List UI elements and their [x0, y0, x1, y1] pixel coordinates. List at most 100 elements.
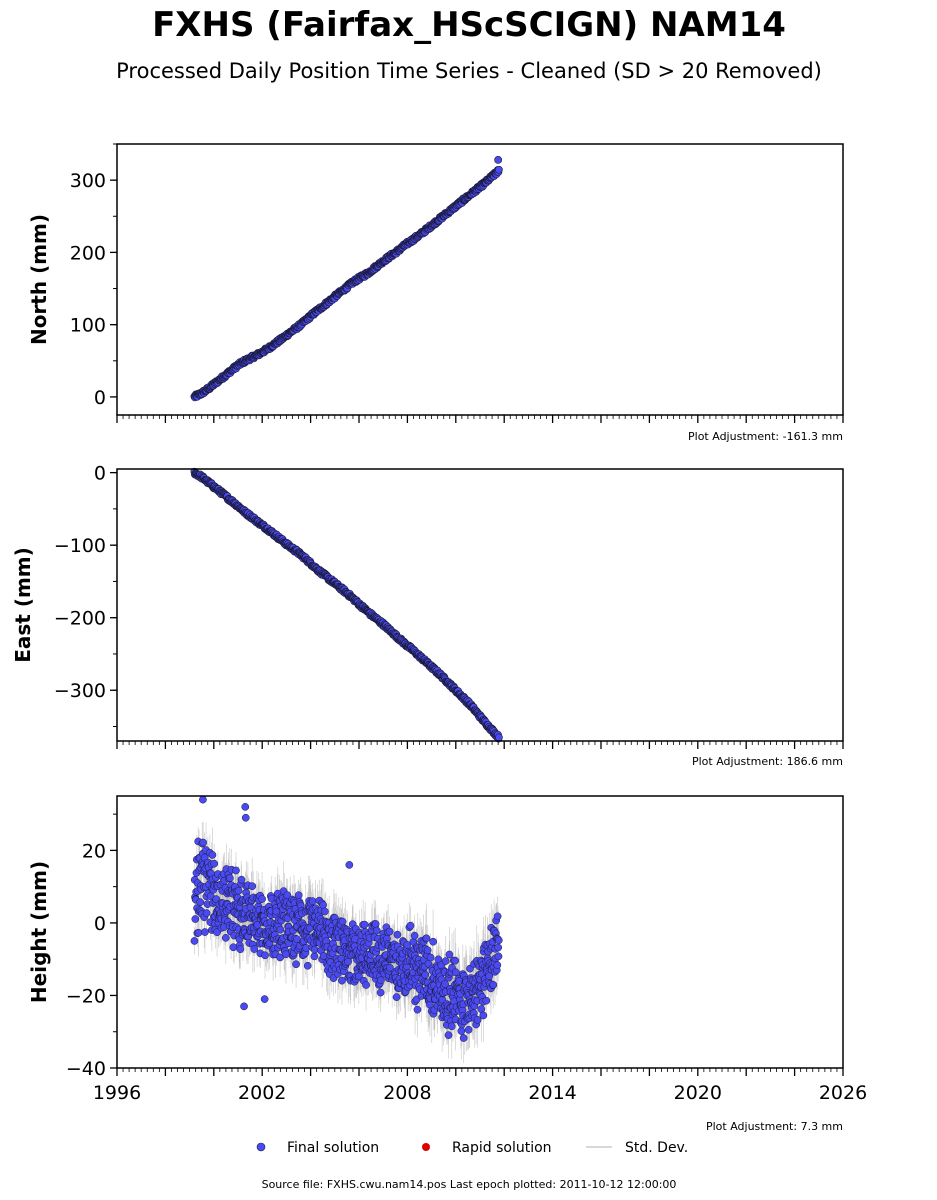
final-solution-point	[426, 953, 435, 962]
final-solution-point	[377, 976, 385, 985]
legend-std-label: Std. Dev.	[625, 1140, 688, 1156]
east-plot-adjustment: Plot Adjustment: 186.6 mm	[692, 755, 843, 768]
final-solution-points	[190, 467, 503, 743]
height-plot-adjustment: Plot Adjustment: 7.3 mm	[706, 1120, 843, 1133]
final-solution-point	[229, 943, 238, 952]
final-solution-point	[445, 950, 454, 959]
legend-final-label: Final solution	[287, 1140, 379, 1156]
final-solution-point	[226, 874, 234, 882]
y-tick-label: −100	[54, 535, 106, 557]
y-tick-label: −300	[54, 680, 106, 702]
data-layer	[190, 795, 503, 1063]
x-tick-label: 1996	[93, 1082, 141, 1104]
y-tick-label: 100	[70, 315, 106, 337]
final-solution-point	[372, 926, 381, 935]
east-panel: 0 −100 −200 −300 East (mm)	[11, 463, 844, 749]
final-solution-point	[489, 980, 498, 989]
y-tick-label: 20	[82, 840, 106, 862]
final-solution-point	[493, 961, 502, 969]
final-solution-point	[494, 165, 503, 174]
y-tick-label: 0	[94, 913, 106, 935]
final-solution-point	[406, 921, 415, 930]
data-layer	[190, 155, 503, 402]
final-solution-point	[447, 1022, 456, 1031]
final-solution-point	[241, 813, 250, 822]
y-tick-label: −40	[66, 1058, 106, 1080]
y-axis-label: Height (mm)	[27, 861, 51, 1003]
x-tick-label: 2008	[383, 1082, 431, 1104]
legend: Final solution Rapid solution Std. Dev.	[256, 1140, 688, 1156]
data-layer	[190, 467, 503, 743]
final-solution-point	[310, 952, 319, 961]
final-solution-point	[338, 917, 347, 926]
final-solution-point	[459, 1034, 468, 1042]
final-solution-point	[210, 859, 219, 868]
final-solution-point	[494, 952, 503, 961]
final-solution-point	[260, 995, 269, 1003]
y-tick-label: −20	[66, 985, 106, 1007]
final-solution-point	[479, 1011, 488, 1020]
final-solution-point	[208, 851, 217, 859]
x-tick-label: 2002	[238, 1082, 286, 1104]
final-solution-point	[338, 976, 346, 985]
final-solution-point	[494, 943, 503, 952]
x-tick-label: 2026	[819, 1082, 867, 1104]
final-solution-point	[444, 1031, 453, 1039]
final-solution-point	[482, 996, 491, 1005]
final-solution-point	[237, 875, 246, 884]
y-axis-label: North (mm)	[27, 214, 51, 345]
final-solution-point	[392, 993, 401, 1001]
final-solution-point	[493, 912, 502, 921]
final-solution-point	[221, 934, 230, 942]
final-solution-point	[320, 907, 329, 916]
final-solution-point	[202, 909, 211, 917]
figure-title: FXHS (Fairfax_HScSCIGN) NAM14	[152, 5, 786, 45]
final-solution-point	[199, 838, 207, 847]
final-solution-point	[276, 925, 285, 934]
final-solution-point	[423, 946, 432, 955]
final-solution-point	[191, 915, 200, 923]
y-tick-label: 300	[70, 170, 106, 192]
y-axis-label: East (mm)	[11, 547, 35, 663]
final-solution-point	[451, 956, 460, 965]
final-solution-point	[422, 934, 431, 943]
figure-subtitle: Processed Daily Position Time Series - C…	[116, 59, 822, 83]
final-solution-point	[196, 898, 205, 907]
final-solution-point	[345, 861, 354, 869]
final-solution-point	[234, 886, 243, 895]
final-solution-point	[371, 920, 380, 928]
x-tick-label: 2020	[674, 1082, 722, 1104]
final-solution-point	[376, 988, 385, 997]
final-solution-point	[303, 961, 312, 970]
final-solution-point	[310, 945, 319, 954]
final-solution-point	[451, 968, 460, 977]
y-tick-label: 200	[70, 242, 106, 264]
final-solution-point	[410, 931, 419, 940]
final-solution-point	[241, 803, 250, 811]
final-solution-point	[319, 901, 327, 909]
final-solution-point	[385, 927, 394, 936]
final-solution-point	[250, 945, 259, 953]
final-solution-point	[464, 1025, 473, 1034]
x-tick-label: 2014	[528, 1082, 576, 1104]
final-solution-point	[429, 937, 437, 946]
north-plot-adjustment: Plot Adjustment: -161.3 mm	[688, 430, 843, 443]
final-solution-point	[294, 891, 303, 900]
final-solution-point	[190, 937, 199, 945]
final-solution-point	[441, 957, 450, 965]
plot-frame	[116, 468, 844, 742]
final-solution-point	[232, 866, 240, 875]
final-solution-point	[194, 928, 203, 937]
y-tick-label: 0	[94, 387, 106, 409]
y-tick-label: 0	[94, 463, 106, 485]
legend-rapid-label: Rapid solution	[452, 1140, 552, 1156]
final-solution-point	[261, 951, 269, 960]
final-solution-point	[457, 1027, 466, 1035]
final-solution-point	[494, 936, 503, 945]
legend-final-marker	[256, 1142, 266, 1152]
north-panel: 0 100 200 300 North (mm)	[27, 143, 844, 423]
final-solution-point	[413, 1005, 422, 1014]
final-solution-point	[393, 930, 402, 939]
